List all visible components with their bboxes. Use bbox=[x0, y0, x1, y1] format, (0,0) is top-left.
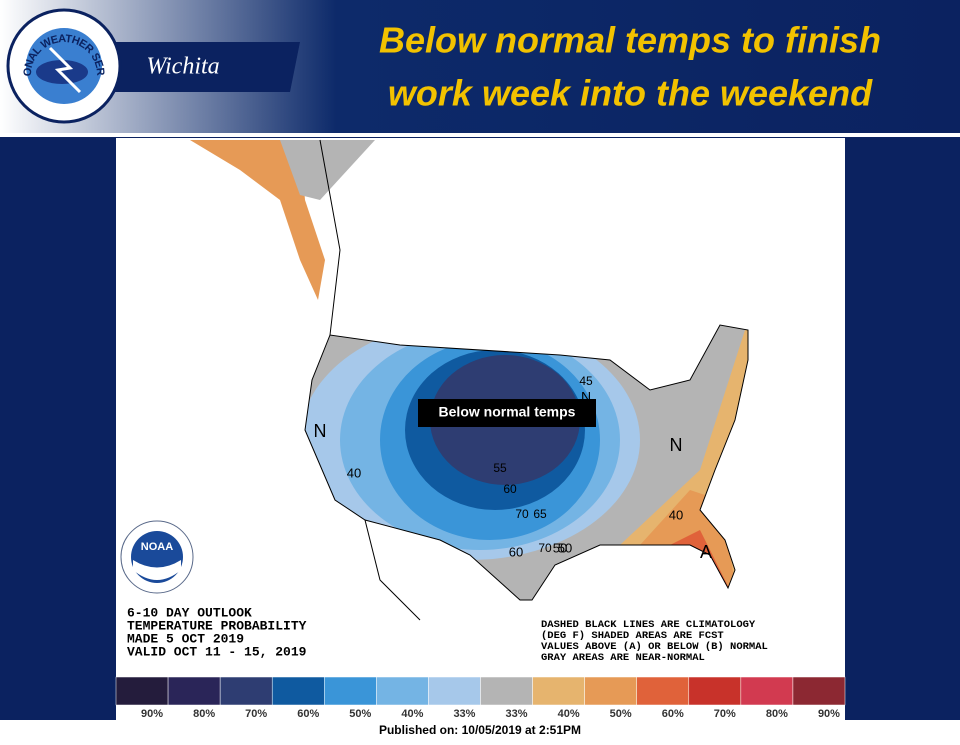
map-label: N bbox=[581, 389, 591, 405]
legend-swatch bbox=[480, 676, 533, 706]
outlook-line: VALID OCT 11 - 15, 2019 bbox=[127, 644, 307, 659]
note-line: GRAY AREAS ARE NEAR-NORMAL bbox=[541, 652, 705, 664]
footer-band bbox=[0, 720, 960, 740]
outlook-line: 6-10 DAY OUTLOOK bbox=[127, 605, 252, 620]
map-label: 65 bbox=[533, 507, 547, 521]
footer: Published on: 10/05/2019 at 2:51PM bbox=[379, 723, 581, 737]
title-line: Below normal temps to finish bbox=[379, 20, 881, 61]
map-region bbox=[280, 140, 375, 200]
map-label: 70 bbox=[515, 507, 529, 521]
noaa-wave bbox=[133, 560, 181, 580]
map-label: A bbox=[700, 542, 712, 562]
legend-label: 40% bbox=[558, 708, 580, 720]
legend-label: 80% bbox=[193, 708, 215, 720]
legend-label: 90% bbox=[818, 708, 840, 720]
legend-label: 50% bbox=[349, 708, 371, 720]
map-label: N bbox=[314, 421, 327, 441]
map-region bbox=[190, 140, 325, 300]
map-label: N bbox=[670, 435, 683, 455]
map-label: 50 bbox=[558, 540, 572, 555]
map-label: 40 bbox=[669, 507, 683, 522]
legend-label: 60% bbox=[297, 708, 319, 720]
legend-label: 40% bbox=[401, 708, 423, 720]
us-outline bbox=[304, 324, 749, 601]
outlook-line: TEMPERATURE PROBABILITY bbox=[127, 618, 307, 633]
legend-label: 50% bbox=[610, 708, 632, 720]
note-line: DASHED BLACK LINES ARE CLIMATOLOGY bbox=[541, 619, 756, 631]
note-text: DASHED BLACK LINES ARE CLIMATOLOGY(DEG F… bbox=[541, 619, 768, 664]
legend: 90% 80% 70% 60% 50% 40% 33% 33% 40% 50% 60% 70% 80% 9… bbox=[115, 676, 846, 720]
divider bbox=[0, 133, 960, 137]
legend-swatch bbox=[428, 676, 481, 706]
map-label: 60 bbox=[509, 544, 523, 559]
legend-label: 70% bbox=[245, 708, 267, 720]
legend-swatch bbox=[584, 676, 637, 706]
callout: Below normal temps bbox=[439, 404, 576, 420]
legend-label: 33% bbox=[453, 708, 475, 720]
legend-swatch bbox=[792, 676, 846, 706]
map-label: 70 bbox=[538, 541, 552, 555]
legend-label: 80% bbox=[766, 708, 788, 720]
legend-swatch bbox=[167, 676, 221, 706]
borders bbox=[319, 139, 341, 336]
map-label: 55 bbox=[493, 461, 507, 475]
logo-bolt bbox=[48, 46, 82, 94]
legend-swatch bbox=[324, 676, 377, 706]
legend-swatch bbox=[376, 676, 429, 706]
map-label: 45 bbox=[579, 374, 593, 388]
legend-swatch bbox=[532, 676, 585, 706]
legend-swatch bbox=[271, 676, 325, 706]
note-line: VALUES ABOVE (A) OR BELOW (B) NORMAL bbox=[541, 641, 768, 653]
borders bbox=[364, 519, 421, 621]
legend-swatch bbox=[636, 676, 690, 706]
legend-label: 33% bbox=[506, 708, 528, 720]
legend-label: 90% bbox=[141, 708, 163, 720]
legend-label: 70% bbox=[714, 708, 736, 720]
legend-swatch bbox=[688, 676, 742, 706]
callout-box bbox=[418, 399, 596, 427]
map-label: 40 bbox=[347, 465, 361, 480]
outlook-line: MADE 5 OCT 2019 bbox=[127, 631, 244, 646]
legend-swatch bbox=[740, 676, 794, 706]
legend-label: 60% bbox=[662, 708, 684, 720]
note-line: (DEG F) SHADED AREAS ARE FCST bbox=[541, 630, 724, 642]
title-line: work week into the weekend bbox=[388, 73, 873, 114]
office-name: Wichita bbox=[146, 54, 219, 80]
noaa-text: NOAA bbox=[141, 541, 173, 553]
legend-swatch bbox=[219, 676, 273, 706]
map-label: 60 bbox=[503, 482, 517, 496]
map-label: 50 bbox=[553, 540, 567, 555]
legend-swatch bbox=[115, 676, 169, 706]
